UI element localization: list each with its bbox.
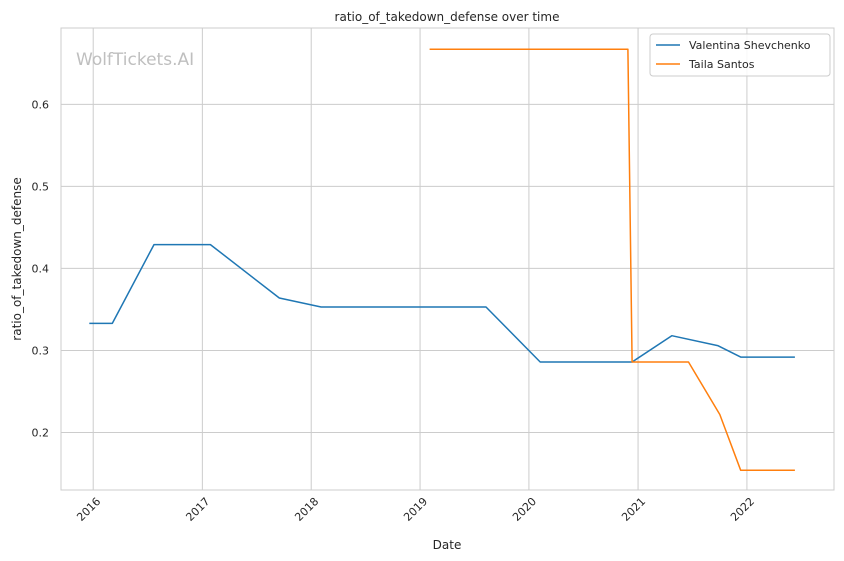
x-tick-label: 2020 [510, 495, 539, 524]
y-tick-label: 0.3 [32, 344, 50, 357]
y-axis-ticks: 0.2 0.3 0.4 0.5 0.6 [32, 98, 50, 439]
legend: Valentina Shevchenko Taila Santos [649, 33, 831, 77]
x-tick-label: 2016 [74, 495, 103, 524]
y-tick-label: 0.2 [32, 427, 50, 440]
y-axis-label: ratio_of_takedown_defense [10, 177, 24, 340]
legend-label: Taila Santos [688, 58, 755, 71]
x-tick-label: 2018 [292, 495, 321, 524]
series-line-2 [429, 48, 795, 472]
x-axis-ticks: 2016 2017 2018 2019 2020 2021 2022 [74, 495, 757, 524]
y-tick-label: 0.6 [32, 98, 50, 111]
series-lines [89, 48, 795, 472]
series-line-1 [89, 243, 795, 363]
y-tick-label: 0.4 [32, 262, 50, 275]
legend-label: Valentina Shevchenko [689, 39, 811, 52]
x-tick-label: 2021 [619, 495, 648, 524]
grid-lines [61, 28, 834, 490]
x-tick-label: 2019 [401, 495, 430, 524]
y-tick-label: 0.5 [32, 180, 50, 193]
legend-box [649, 33, 831, 77]
x-tick-label: 2022 [728, 495, 757, 524]
chart-title: ratio_of_takedown_defense over time [335, 10, 560, 24]
watermark-text: WolfTickets.AI [76, 50, 194, 70]
x-axis-label: Date [433, 538, 462, 552]
plot-frame [60, 27, 835, 491]
x-tick-label: 2017 [183, 495, 212, 524]
